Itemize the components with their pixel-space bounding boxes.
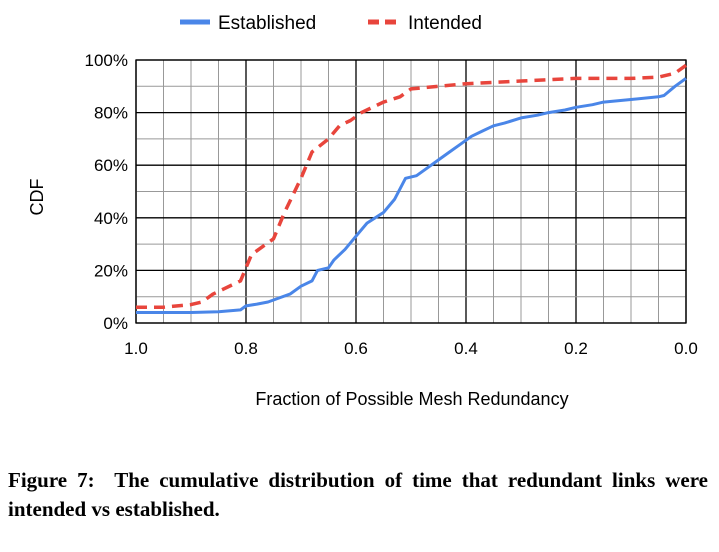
caption-text: The cumulative distribution of time that… (8, 468, 708, 521)
x-tick-label: 0.4 (454, 339, 478, 358)
legend-label-intended: Intended (408, 13, 482, 34)
legend-label-established: Established (218, 13, 316, 34)
y-tick-label: 20% (94, 261, 128, 280)
cdf-chart: 0% 20% 40% 60% 80% 100% 1.0 0.8 0.6 0.4 0.2 0.0 CD… (27, 13, 698, 409)
x-tick-label: 0.0 (674, 339, 698, 358)
x-tick-labels: 1.0 0.8 0.6 0.4 0.2 0.0 (124, 339, 698, 358)
series-layer (136, 63, 688, 314)
figure-caption: Figure 7: The cumulative distribution of… (8, 466, 708, 524)
y-tick-label: 80% (94, 104, 128, 123)
y-tick-label: 0% (103, 314, 128, 333)
x-tick-label: 1.0 (124, 339, 148, 358)
series-line-intended (136, 63, 688, 309)
legend: Established Intended (180, 13, 482, 34)
y-tick-label: 100% (85, 51, 128, 70)
plot-frame (135, 59, 687, 324)
x-axis-title: Fraction of Possible Mesh Redundancy (255, 389, 568, 409)
series-line-established (136, 77, 687, 314)
grid (135, 59, 687, 324)
x-tick-label: 0.6 (344, 339, 368, 358)
plot-border (135, 59, 687, 324)
y-tick-labels: 0% 20% 40% 60% 80% 100% (85, 51, 128, 333)
y-tick-label: 60% (94, 156, 128, 175)
y-tick-label: 40% (94, 209, 128, 228)
x-tick-label: 0.2 (564, 339, 588, 358)
x-tick-label: 0.8 (234, 339, 258, 358)
caption-label: Figure 7: (8, 468, 95, 492)
y-axis-title: CDF (27, 179, 47, 216)
